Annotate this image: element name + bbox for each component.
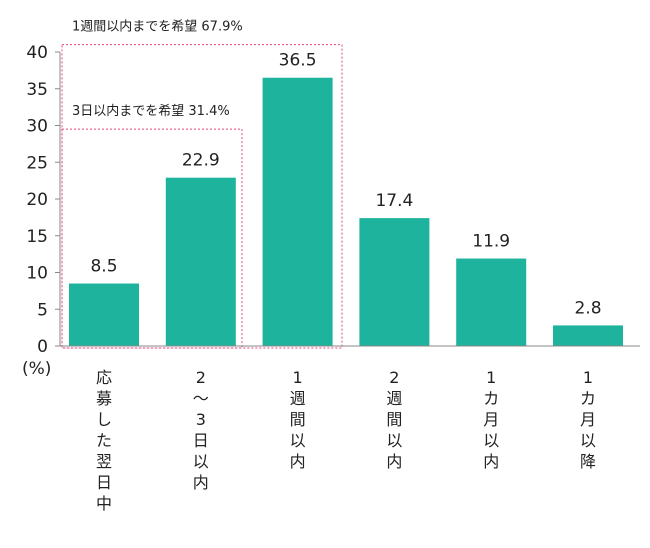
data-label: 2.8 xyxy=(574,298,601,318)
category-label: 2 〜 3 日以内 xyxy=(193,368,209,492)
annotation-label: 1週間以内までを希望 67.9% xyxy=(72,19,243,35)
data-label: 22.9 xyxy=(182,151,220,171)
bar xyxy=(69,283,139,346)
category-labels: 応募した翌日中 2 〜 3 日以内 1 週間以内 2 週間以内 1 カ月以内 1 カ月以降 xyxy=(96,368,596,513)
annotation-box xyxy=(61,44,343,349)
y-tick-label: 0 xyxy=(37,337,48,357)
y-tick-label: 25 xyxy=(26,153,48,173)
y-tick-label: 30 xyxy=(26,117,48,137)
bar xyxy=(456,258,527,346)
bars xyxy=(69,77,623,346)
category-label: 応募した翌日中 xyxy=(96,368,112,513)
category-label: 1 週間以内 xyxy=(290,368,306,471)
y-tick-label: 10 xyxy=(26,264,48,284)
y-tick-label: 15 xyxy=(26,227,48,247)
annotation-label: 3日以内までを希望 31.4% xyxy=(72,103,230,119)
y-unit-label: (%) xyxy=(22,359,51,379)
data-label: 8.5 xyxy=(90,257,117,277)
data-label: 17.4 xyxy=(375,191,413,211)
data-label: 36.5 xyxy=(279,51,317,71)
category-label: 1 カ月以内 xyxy=(483,368,499,471)
data-labels: 8.5 22.9 36.5 17.4 11.9 2.8 xyxy=(90,51,601,319)
category-label: 2 週間以内 xyxy=(386,368,402,471)
bar xyxy=(553,325,623,346)
y-tick-label: 40 xyxy=(26,43,48,63)
y-axis: 0 5 10 15 20 25 30 35 40 xyxy=(26,43,61,357)
y-tick-label: 5 xyxy=(37,300,48,320)
category-label: 1 カ月以降 xyxy=(580,368,596,471)
bar xyxy=(359,218,430,346)
data-label: 11.9 xyxy=(472,232,510,252)
annotation-boxes: 3日以内までを希望 31.4% 1週間以内までを希望 67.9% xyxy=(61,19,343,349)
bar xyxy=(165,177,236,346)
bar xyxy=(262,77,333,346)
y-tick-label: 35 xyxy=(26,80,48,100)
y-tick-label: 20 xyxy=(26,190,48,210)
